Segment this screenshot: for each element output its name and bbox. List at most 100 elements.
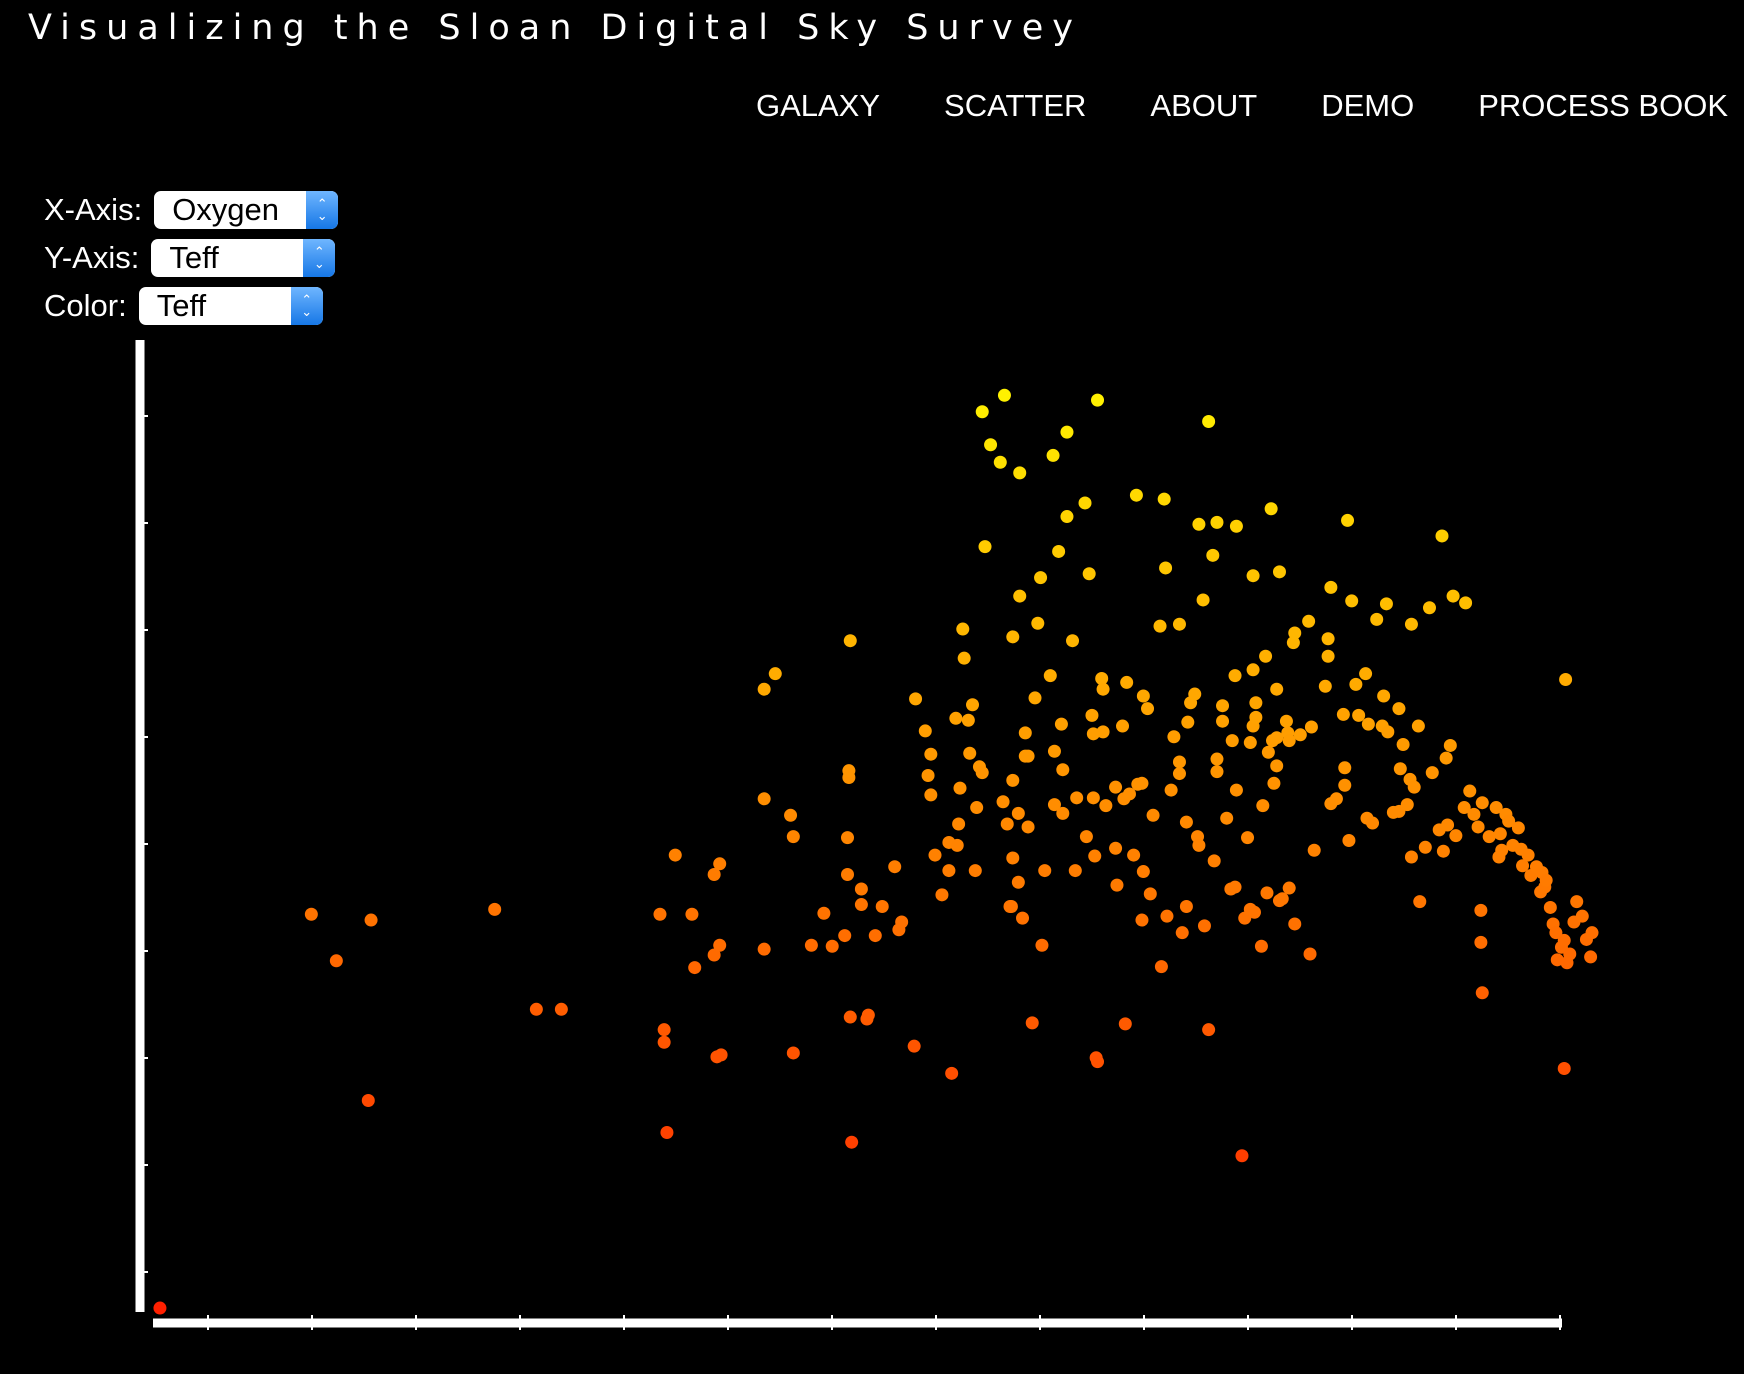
data-point xyxy=(1146,808,1160,822)
data-point xyxy=(1272,565,1286,579)
data-point xyxy=(786,1046,800,1060)
data-point xyxy=(1352,708,1366,722)
data-point xyxy=(952,817,966,831)
data-point xyxy=(1157,492,1171,506)
data-point xyxy=(961,713,975,727)
data-point xyxy=(1324,580,1338,594)
data-point xyxy=(1207,854,1221,868)
data-point xyxy=(1302,614,1316,628)
select-arrows-icon: ⌃ ⌄ xyxy=(290,287,323,325)
data-point xyxy=(950,838,964,852)
data-point xyxy=(1068,864,1082,878)
data-point xyxy=(713,857,727,871)
data-point xyxy=(1321,632,1335,646)
x-axis-select-value: Oxygen xyxy=(172,192,280,227)
data-point xyxy=(1154,960,1168,974)
data-point xyxy=(945,1066,959,1080)
data-point xyxy=(868,929,882,943)
data-point xyxy=(997,388,1011,402)
nav-galaxy[interactable]: GALAXY xyxy=(755,88,881,123)
data-point xyxy=(1521,848,1535,862)
y-axis-control: Y-Axis: Teff ⌃ ⌄ xyxy=(44,239,336,277)
x-axis-select[interactable]: Oxygen ⌃ ⌄ xyxy=(154,191,339,229)
data-point xyxy=(1096,725,1110,739)
data-point xyxy=(1013,589,1027,603)
data-point xyxy=(1241,831,1255,845)
data-point xyxy=(757,682,771,696)
data-point xyxy=(1175,926,1189,940)
data-point xyxy=(1088,849,1102,863)
data-point xyxy=(1361,717,1375,731)
data-point xyxy=(957,651,971,665)
data-point xyxy=(364,913,378,927)
data-point xyxy=(1197,919,1211,933)
data-point xyxy=(1060,510,1074,524)
data-point xyxy=(714,1048,728,1062)
data-point xyxy=(1228,669,1242,683)
data-point xyxy=(1116,719,1130,733)
data-point xyxy=(975,766,989,780)
data-point xyxy=(1179,815,1193,829)
main-nav: GALAXY SCATTER ABOUT DEMO PROCESS BOOK xyxy=(756,88,1728,124)
data-point xyxy=(1379,597,1393,611)
data-point xyxy=(842,764,856,778)
data-point xyxy=(1135,776,1149,790)
data-point xyxy=(993,455,1007,469)
data-point xyxy=(1188,687,1202,701)
data-point xyxy=(1210,765,1224,779)
nav-demo[interactable]: DEMO xyxy=(1321,88,1415,123)
nav-about[interactable]: ABOUT xyxy=(1150,88,1258,123)
data-point xyxy=(1035,938,1049,952)
data-point xyxy=(1443,738,1457,752)
data-point xyxy=(1585,926,1599,940)
data-point xyxy=(329,954,343,968)
nav-scatter[interactable]: SCATTER xyxy=(944,88,1087,123)
color-select[interactable]: Teff ⌃ ⌄ xyxy=(138,287,323,325)
data-point xyxy=(1425,766,1439,780)
data-point xyxy=(1404,617,1418,631)
data-point xyxy=(907,1039,921,1053)
data-point xyxy=(1270,759,1284,773)
y-axis-select[interactable]: Teff ⌃ ⌄ xyxy=(151,239,336,277)
data-point xyxy=(1474,935,1488,949)
data-point xyxy=(1270,731,1284,745)
data-point xyxy=(956,622,970,636)
data-point xyxy=(1493,827,1507,841)
data-point xyxy=(1078,496,1092,510)
data-point xyxy=(707,948,721,962)
data-point xyxy=(1153,619,1167,633)
data-point xyxy=(1141,702,1155,716)
data-point xyxy=(1109,841,1123,855)
data-point xyxy=(1256,799,1270,813)
data-point xyxy=(1270,682,1284,696)
data-point xyxy=(1246,569,1260,583)
data-point xyxy=(841,867,854,881)
data-point xyxy=(1129,488,1143,502)
data-point xyxy=(1341,513,1355,527)
data-point xyxy=(304,907,318,921)
data-point xyxy=(1557,1061,1571,1075)
x-axis-label: X-Axis: xyxy=(44,192,143,227)
data-point xyxy=(953,781,967,795)
data-point xyxy=(1082,567,1096,581)
data-point xyxy=(1225,734,1239,748)
data-point xyxy=(1370,612,1384,626)
select-arrows-icon: ⌃ ⌄ xyxy=(306,191,339,229)
select-arrows-icon: ⌃ ⌄ xyxy=(303,239,336,277)
axes xyxy=(135,340,1562,1330)
data-point xyxy=(1288,626,1302,640)
data-point xyxy=(1303,947,1317,961)
data-point xyxy=(1381,725,1395,739)
data-point xyxy=(1557,933,1571,947)
data-point xyxy=(1235,1149,1249,1163)
data-point xyxy=(1229,783,1243,797)
data-point xyxy=(1136,689,1150,703)
data-point xyxy=(529,1002,543,1016)
nav-process-book[interactable]: PROCESS BOOK xyxy=(1478,88,1728,123)
data-point xyxy=(1070,791,1084,805)
data-point xyxy=(685,907,699,921)
data-point xyxy=(1377,689,1391,703)
data-point xyxy=(1011,806,1025,820)
data-point xyxy=(1034,571,1048,585)
